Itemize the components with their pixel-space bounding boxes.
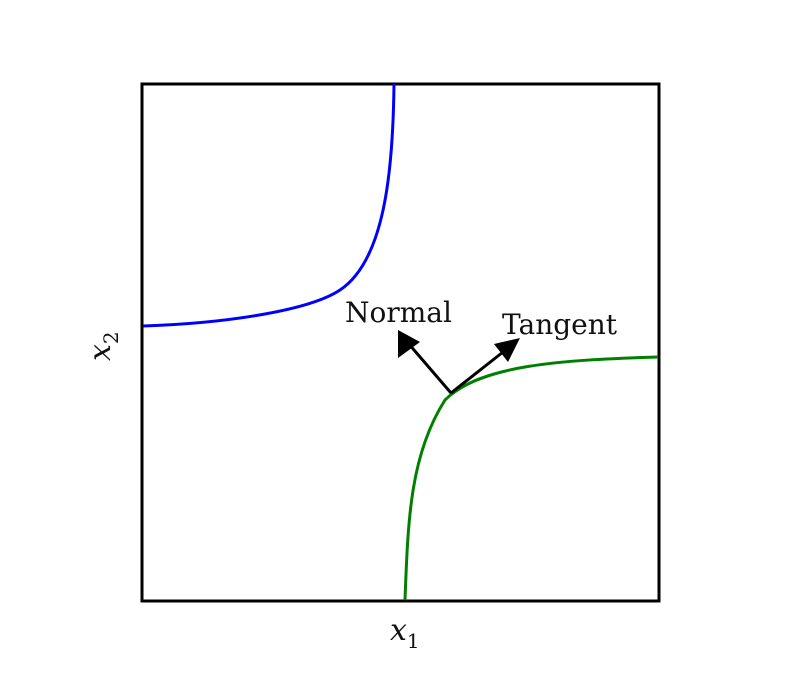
normal-arrowhead: [398, 330, 420, 358]
x-axis-label: x1: [390, 613, 420, 653]
x-axis-subscript: 1: [407, 629, 420, 653]
y-axis-subscript: 2: [99, 331, 123, 344]
tangent-label: Tangent: [502, 308, 618, 341]
normal-label: Normal: [345, 296, 452, 329]
curve-lower: [403, 355, 659, 601]
y-axis-var: x: [83, 344, 118, 361]
normal-arrow: [406, 342, 453, 394]
tangent-arrow: [450, 350, 504, 395]
x-axis-var: x: [390, 613, 407, 648]
plot-frame: [140, 82, 661, 603]
tangent-arrowhead: [494, 338, 520, 362]
y-axis-label: x2: [83, 331, 123, 361]
curve-upper: [142, 83, 396, 328]
